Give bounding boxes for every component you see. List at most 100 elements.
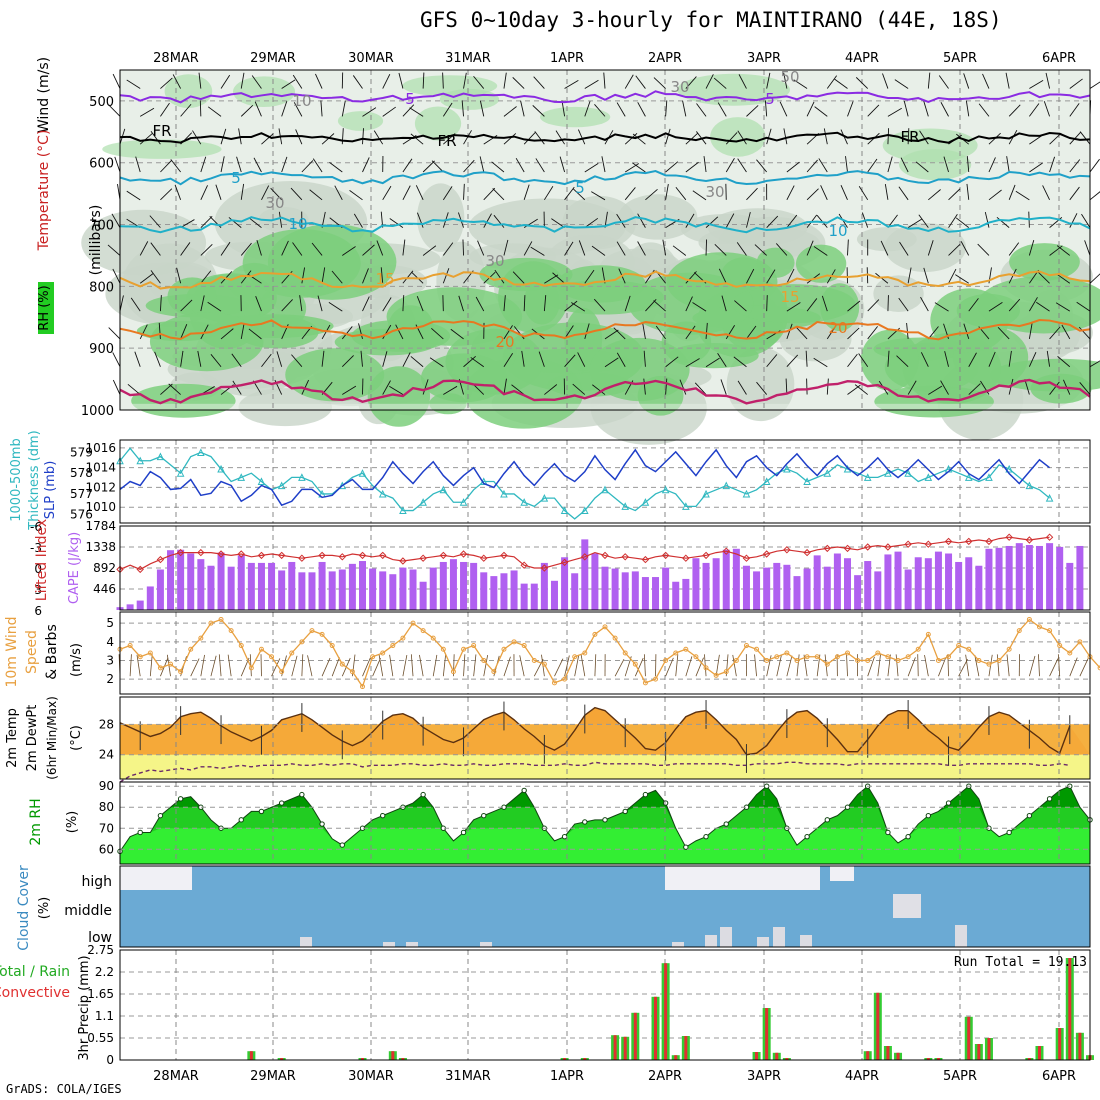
wind-barb — [604, 357, 619, 368]
wind-barb — [521, 350, 525, 367]
cloud-clear-high-3 — [830, 866, 854, 881]
wind-barb — [382, 351, 388, 367]
wind-speed-marker — [612, 635, 618, 641]
wind-barb — [382, 380, 391, 395]
cape-bar — [207, 565, 215, 610]
wind-speed-marker — [602, 624, 608, 630]
wind-barb — [692, 302, 707, 312]
wind-speed-marker — [794, 657, 800, 663]
wind-barb — [511, 384, 525, 395]
lifted-index-marker — [722, 547, 730, 555]
lifted-index-marker — [1045, 533, 1054, 541]
wind-barb — [672, 245, 687, 256]
wind-barb — [826, 378, 829, 395]
wind-speed-marker — [380, 650, 386, 656]
wind-barb — [584, 217, 599, 229]
wind-barb — [108, 327, 121, 340]
wind-barb — [315, 73, 323, 89]
wind-barb — [301, 160, 314, 173]
surface-wind-barb — [442, 654, 447, 677]
rh-marker — [319, 821, 325, 827]
lifted-index-marker — [621, 553, 629, 561]
thickness-marker — [884, 469, 892, 477]
wind-barb — [919, 130, 929, 145]
wind-barb — [785, 378, 788, 395]
thickness-marker — [702, 489, 710, 498]
temp-frame — [119, 696, 1091, 780]
wind-barb — [443, 385, 458, 395]
date-label-top: 29MAR — [250, 51, 296, 66]
rh-green-area — [285, 348, 385, 402]
wind-barb — [632, 133, 646, 145]
wind-barb — [463, 130, 472, 145]
temp-axis-label-1: 2m Temp — [5, 708, 20, 768]
wind-barb — [126, 79, 141, 89]
cape-bar — [803, 568, 811, 610]
precip-tick: 2.2 — [95, 965, 114, 979]
wind-barb — [968, 383, 981, 395]
thickness-marker — [156, 452, 165, 461]
wind-barb — [823, 128, 828, 145]
precip-tick: 0.55 — [87, 1031, 114, 1045]
slp-tick: 1010 — [85, 500, 116, 514]
wind-speed-marker — [349, 669, 355, 675]
precip-convective-bar — [886, 1046, 890, 1060]
wind-barb — [813, 246, 828, 256]
surface-wind-barb — [1028, 655, 1036, 677]
thickness-marker — [661, 485, 670, 494]
rh-marker — [460, 829, 467, 836]
precip-frame — [119, 949, 1091, 1061]
li-axis-label: Lifted Index — [34, 519, 50, 601]
cape-bar — [1066, 562, 1074, 610]
wind-barb — [492, 188, 505, 201]
surface-wind-barb — [564, 655, 570, 677]
wind-barb — [632, 162, 646, 173]
wind-barb — [328, 301, 343, 312]
contour-label: 5 — [575, 179, 585, 197]
precip-axis-label: 3hr Precip (mm) — [77, 955, 92, 1060]
thickness-marker — [641, 498, 650, 506]
wind-barb — [240, 323, 245, 339]
wind-barb — [855, 77, 869, 89]
wind-speed-marker — [642, 680, 648, 686]
contour-label: FR — [900, 128, 919, 146]
wind-barb — [1076, 301, 1091, 312]
cape-bar — [470, 562, 478, 610]
wind-barb — [154, 351, 161, 367]
wind-speed-marker — [1057, 643, 1063, 649]
cloud-low-bar — [406, 942, 418, 947]
slp-tick: 1014 — [85, 461, 116, 475]
cape-bar — [338, 569, 346, 610]
rh-marker — [299, 791, 305, 798]
lifted-index-marker — [1025, 536, 1034, 544]
dewpoint-area — [120, 754, 1090, 779]
cape-bar — [904, 569, 912, 610]
rh-light-area — [258, 206, 309, 233]
date-label-bottom: 6APR — [1042, 1069, 1076, 1084]
thickness-marker — [1025, 481, 1034, 490]
wind-barb — [442, 102, 453, 117]
wind-barb — [321, 133, 335, 145]
wind-barb — [1029, 103, 1040, 117]
wind-barb — [766, 269, 776, 284]
cloud-clear-high-2 — [665, 866, 820, 890]
wind-barb — [523, 132, 536, 145]
thickness-marker — [783, 464, 791, 473]
surface-wind-barb — [533, 659, 544, 677]
wind-barb — [200, 185, 208, 201]
wind-barb — [896, 355, 909, 368]
wind-barb — [463, 355, 476, 368]
wind-barb — [1055, 302, 1071, 312]
rh-marker — [1006, 829, 1012, 836]
surface-wind-barb — [1049, 658, 1059, 677]
temp-axis-label-4: (°C) — [69, 725, 84, 751]
cape-bar — [530, 583, 538, 610]
contour-label: 30 — [705, 183, 724, 201]
wind-barb — [1008, 242, 1020, 256]
surface-wind-barb — [372, 657, 381, 677]
wind-barb — [564, 80, 579, 89]
date-label-top: 1APR — [550, 51, 584, 66]
wind-barb — [894, 79, 909, 89]
cape-bar — [177, 549, 185, 610]
rh-upper-area — [414, 106, 462, 141]
